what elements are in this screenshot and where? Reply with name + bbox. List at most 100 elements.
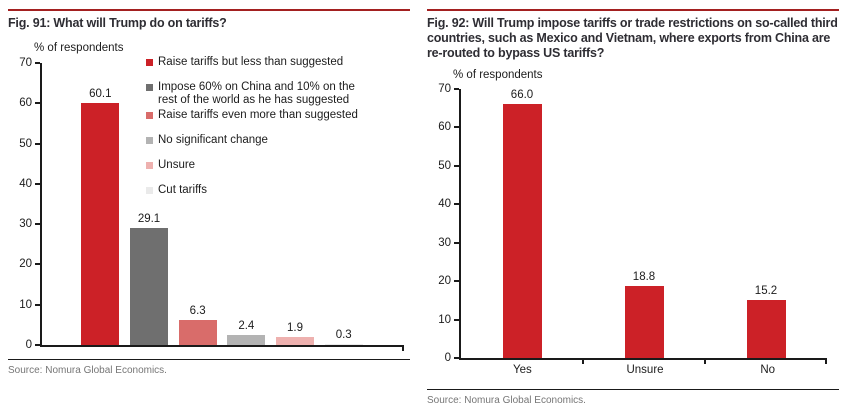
category-label: Yes [512, 364, 532, 376]
y-tick-label: 60 [438, 121, 451, 134]
bar-slot: 29.1 [125, 63, 174, 345]
figure-title: Fig. 92: Will Trump impose tariffs or tr… [427, 16, 838, 60]
bar-slot: 60.1 [76, 63, 125, 345]
y-axis-tick [454, 318, 459, 321]
legend-label: Impose 60% on China and 10% on the rest o… [158, 81, 355, 107]
legend-item: Raise tariffs even more than suggested [146, 109, 412, 122]
legend-label: Raise tariffs but less than suggested [158, 56, 343, 69]
y-tick-label: 70 [438, 83, 451, 95]
legend-item: Unsure [146, 159, 412, 172]
y-tick-label: 0 [25, 339, 32, 351]
chart-legend: Raise tariffs but less than suggested Imp… [146, 56, 412, 209]
y-axis-tick [454, 357, 459, 359]
figure-top-rule [8, 9, 410, 11]
bar [178, 319, 217, 345]
y-tick-label: 20 [19, 258, 32, 271]
legend-item: Impose 60% on China and 10% on the rest o… [146, 81, 412, 107]
bar-slot: 0.3 [319, 63, 368, 345]
bar [227, 335, 266, 345]
legend-label: Raise tariffs even more than suggested [158, 109, 358, 122]
bar [746, 299, 786, 358]
bar-slot: 66.0 [461, 89, 583, 358]
legend-label-line: Raise tariffs but less than suggested [158, 56, 344, 68]
source-text: Source: Nomura Global Economics. [8, 365, 167, 376]
y-axis-tick [454, 203, 459, 206]
x-axis-category-labels: Yes Unsure No [461, 360, 829, 377]
y-tick-label: 40 [438, 198, 451, 211]
y-tick-label: 70 [19, 57, 32, 69]
legend-item: No significant change [146, 134, 412, 147]
legend-swatch [146, 112, 153, 119]
bar-chart-fig91: 60.1 29.1 6.3 2.4 1.9 0.3 Raise tariffs but l… [19, 56, 404, 351]
y-axis-tick [454, 126, 459, 129]
legend-label-line: Raise tariffs even more than suggested [158, 109, 358, 121]
bar [276, 337, 315, 345]
legend-label-line: Unsure [158, 159, 196, 171]
x-axis-tick [825, 358, 827, 364]
y-axis-tick [35, 223, 40, 226]
y-tick-label: 60 [19, 97, 32, 110]
bar [502, 104, 542, 358]
legend-swatch [146, 137, 153, 144]
legend-label-line: Cut tariffs [158, 184, 207, 196]
legend-swatch [146, 59, 153, 66]
y-axis-tick [35, 142, 40, 145]
y-tick-label: 10 [438, 313, 451, 326]
bar-value-label: 6.3 [189, 304, 206, 317]
y-tick-label: 30 [19, 218, 32, 231]
source-text: Source: Nomura Global Economics. [427, 395, 586, 406]
bar-value-label: 1.9 [287, 322, 304, 335]
bar-slot: 1.9 [271, 63, 320, 345]
bar-slot: 15.2 [705, 89, 827, 358]
bar-value-label: 18.8 [632, 270, 656, 283]
y-axis-unit-label: % of respondents [34, 42, 124, 54]
figure-91-panel: Fig. 91: What will Trump do on tariffs? … [8, 9, 410, 407]
bar-value-label: 0.3 [335, 328, 352, 341]
legend-label-line: No significant change [158, 134, 268, 146]
legend-label-line: rest of the world as he has suggested [158, 94, 350, 106]
y-tick-label: 50 [438, 159, 451, 172]
y-axis-tick [454, 88, 459, 90]
legend-swatch [146, 187, 153, 194]
bar-value-label: 29.1 [137, 212, 161, 225]
bar [324, 343, 363, 345]
y-axis-tick [454, 164, 459, 167]
y-axis-tick [35, 303, 40, 306]
legend-label: Cut tariffs [158, 184, 207, 197]
y-tick-label: 50 [19, 137, 32, 150]
y-axis-unit-label: % of respondents [453, 69, 543, 81]
y-axis-tick [35, 102, 40, 105]
legend-label: Unsure [158, 159, 195, 172]
bars-area: 60.1 29.1 6.3 2.4 1.9 0.3 [42, 63, 404, 345]
category-label: Unsure [626, 364, 664, 376]
x-axis-tick [581, 358, 584, 364]
source-divider [8, 359, 410, 360]
bar [624, 285, 664, 358]
legend-item: Raise tariffs but less than suggested [146, 56, 412, 69]
category-label: No [760, 364, 776, 376]
bar-slot: 18.8 [583, 89, 705, 358]
bar-value-label: 66.0 [510, 89, 534, 102]
legend-label-line: Impose 60% on China and 10% on the [158, 81, 355, 93]
y-tick-label: 20 [438, 275, 451, 288]
bar-chart-fig92: 66.0 18.8 15.2 0 10 20 30 40 50 60 70 [438, 83, 827, 364]
legend-item: Cut tariffs [146, 184, 412, 197]
x-axis-tick [402, 345, 404, 351]
figure-92-panel: Fig. 92: Will Trump impose tariffs or tr… [427, 9, 839, 407]
y-axis-tick [454, 280, 459, 283]
y-tick-label: 40 [19, 177, 32, 190]
bar-value-label: 15.2 [754, 284, 778, 297]
bar-value-label: 2.4 [238, 320, 255, 333]
source-divider [427, 389, 839, 390]
legend-label: No significant change [158, 134, 268, 147]
y-axis-tick [35, 182, 40, 185]
x-axis-tick [703, 358, 706, 364]
bar-value-label: 60.1 [89, 87, 112, 100]
bar-slot: 6.3 [173, 63, 222, 345]
bar [81, 102, 120, 345]
y-axis-tick [35, 263, 40, 266]
y-tick-label: 10 [19, 298, 32, 311]
y-axis-tick [454, 241, 459, 244]
legend-swatch [146, 162, 153, 169]
